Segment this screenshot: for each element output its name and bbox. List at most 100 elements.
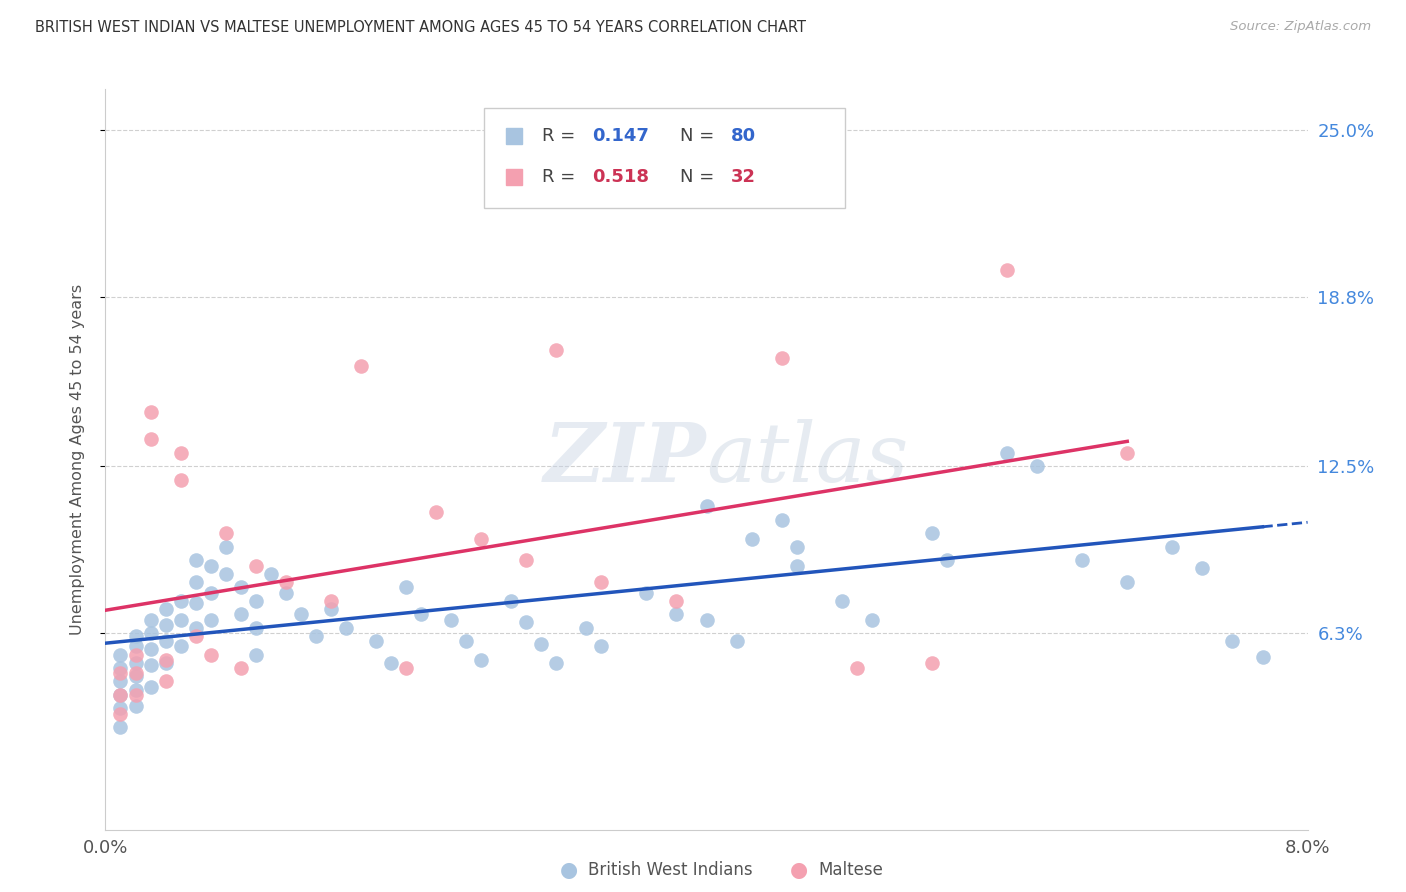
Point [214, 566, 236, 581]
Point [110, 666, 132, 681]
Point [169, 473, 191, 487]
Point [155, 634, 177, 648]
Text: British West Indians: British West Indians [588, 861, 752, 879]
Point [110, 661, 132, 675]
Point [124, 656, 146, 670]
Point [139, 432, 162, 446]
Point [815, 149, 838, 163]
Point [139, 642, 162, 657]
Point [470, 653, 492, 667]
Point [110, 648, 132, 662]
Point [591, 574, 613, 589]
Point [1222, 634, 1244, 648]
Point [995, 445, 1018, 459]
Text: ●: ● [561, 860, 578, 880]
Point [546, 656, 568, 670]
Point [245, 558, 267, 573]
Point [319, 602, 342, 616]
Point [350, 359, 373, 374]
Point [169, 593, 191, 607]
Point [319, 593, 342, 607]
Point [786, 558, 808, 573]
Point [184, 596, 207, 610]
Point [995, 262, 1018, 277]
Point [245, 593, 267, 607]
Point [155, 653, 177, 667]
Point [139, 680, 162, 694]
Point [169, 640, 191, 654]
Point [155, 674, 177, 689]
Point [741, 532, 763, 546]
Point [124, 666, 146, 681]
Point [1071, 553, 1094, 567]
Point [860, 613, 883, 627]
Point [110, 701, 132, 715]
Point [696, 613, 718, 627]
Point [665, 607, 688, 622]
Point [546, 343, 568, 358]
Point [184, 553, 207, 567]
Point [786, 540, 808, 554]
Point [169, 613, 191, 627]
Point [155, 618, 177, 632]
Point [229, 661, 252, 675]
Point [274, 574, 297, 589]
Point [200, 558, 222, 573]
Point [305, 629, 328, 643]
Point [770, 351, 793, 366]
Point [530, 637, 553, 651]
Point [139, 613, 162, 627]
Point [575, 621, 598, 635]
Text: ●: ● [790, 860, 807, 880]
Point [591, 640, 613, 654]
Point [110, 706, 132, 721]
Point [139, 658, 162, 673]
Point [425, 505, 447, 519]
Text: Maltese: Maltese [818, 861, 883, 879]
Text: 32: 32 [731, 168, 755, 186]
Text: N =: N = [681, 168, 720, 186]
Point [921, 526, 943, 541]
Point [124, 669, 146, 683]
Point [110, 688, 132, 702]
Point [936, 553, 959, 567]
Point [1191, 561, 1213, 575]
Point [665, 593, 688, 607]
Text: BRITISH WEST INDIAN VS MALTESE UNEMPLOYMENT AMONG AGES 45 TO 54 YEARS CORRELATIO: BRITISH WEST INDIAN VS MALTESE UNEMPLOYM… [35, 20, 806, 35]
Point [501, 593, 523, 607]
Point [696, 500, 718, 514]
Point [110, 674, 132, 689]
Point [155, 656, 177, 670]
Y-axis label: Unemployment Among Ages 45 to 54 years: Unemployment Among Ages 45 to 54 years [70, 284, 84, 635]
Point [200, 585, 222, 599]
Point [110, 688, 132, 702]
Text: 0.518: 0.518 [592, 168, 650, 186]
Text: N =: N = [681, 127, 720, 145]
Point [184, 621, 207, 635]
Point [921, 656, 943, 670]
Text: Source: ZipAtlas.com: Source: ZipAtlas.com [1230, 20, 1371, 33]
Point [124, 629, 146, 643]
Point [1251, 650, 1274, 665]
Point [229, 607, 252, 622]
Point [245, 621, 267, 635]
Point [184, 574, 207, 589]
Point [380, 656, 402, 670]
Point [124, 688, 146, 702]
Text: atlas: atlas [707, 419, 908, 500]
Point [409, 607, 432, 622]
Point [454, 634, 477, 648]
Point [395, 580, 418, 594]
Point [290, 607, 312, 622]
Point [155, 602, 177, 616]
Point [124, 648, 146, 662]
Point [1116, 574, 1139, 589]
Point [169, 445, 191, 459]
Text: R =: R = [541, 127, 581, 145]
Text: R =: R = [541, 168, 581, 186]
Bar [484, 108, 845, 208]
Point [124, 698, 146, 713]
Point [214, 540, 236, 554]
Point [845, 661, 868, 675]
Point [725, 634, 748, 648]
